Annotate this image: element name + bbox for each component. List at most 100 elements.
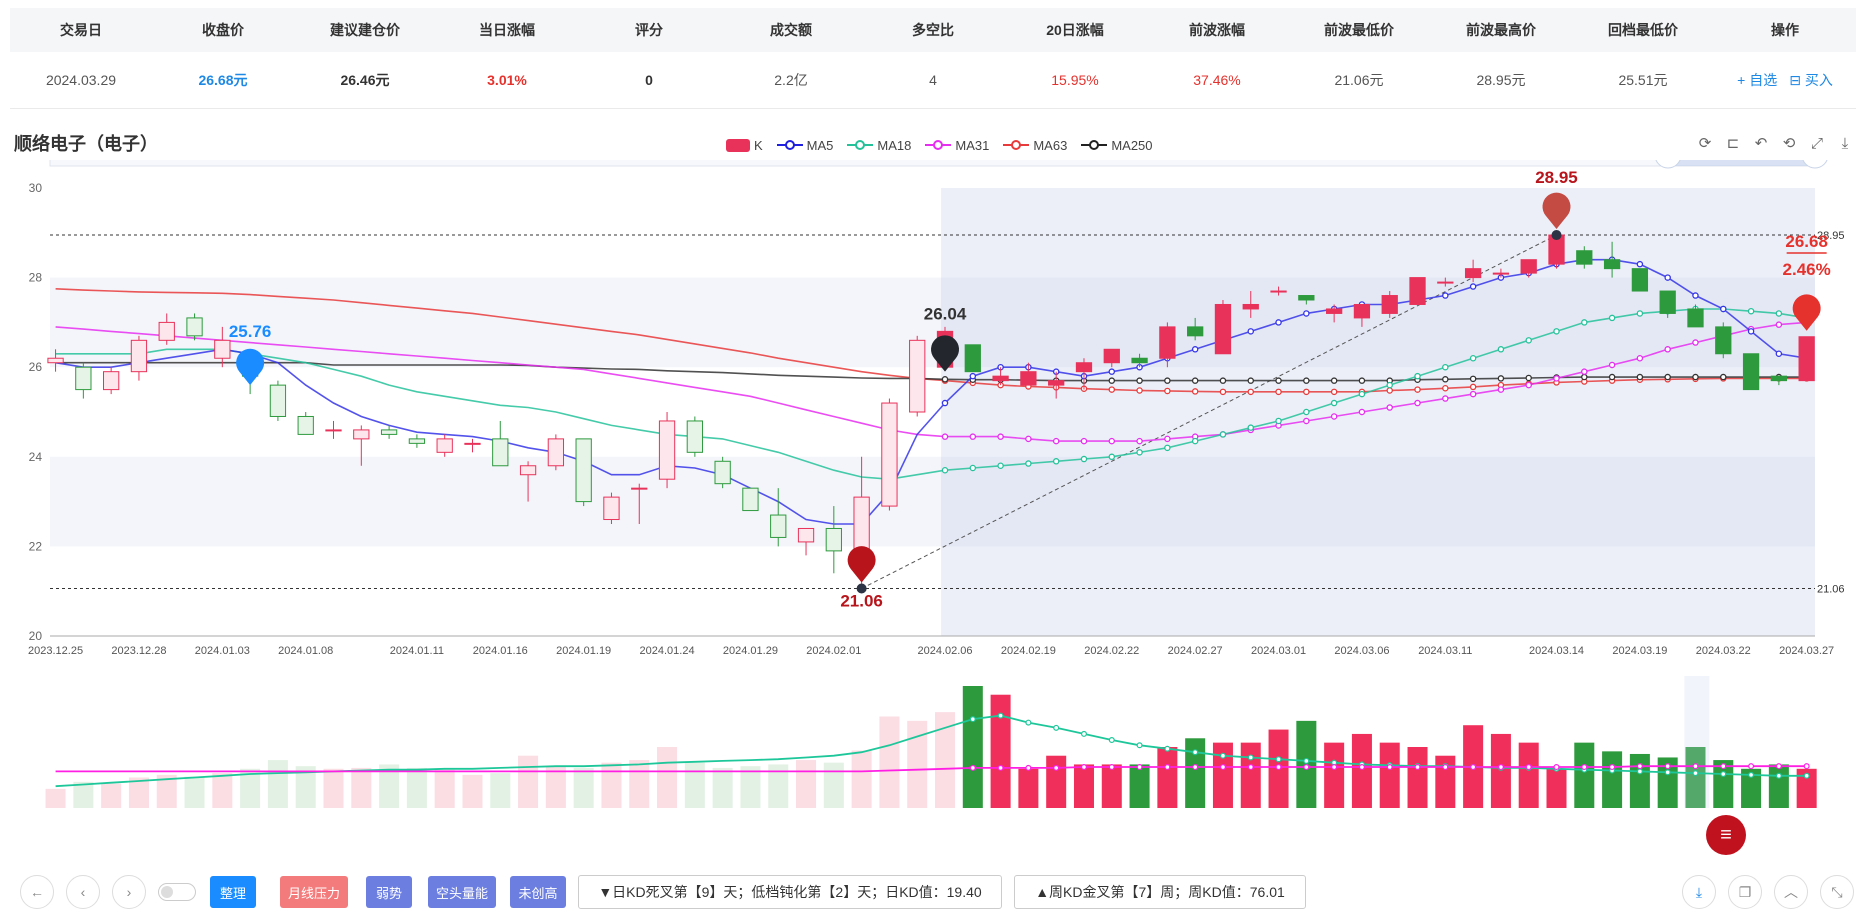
wave-start-pin xyxy=(931,335,960,372)
volume-bar xyxy=(879,716,900,808)
volume-bar xyxy=(128,777,149,808)
volume-ma-magenta-point xyxy=(1358,764,1365,771)
ma250-line-point xyxy=(1303,377,1310,384)
x-tick-label: 2024.03.06 xyxy=(1334,645,1389,657)
candle-body xyxy=(214,339,231,359)
ma63-line-point xyxy=(1191,388,1199,395)
tag-consolidation[interactable]: 整理 xyxy=(210,876,256,908)
wave-high-pin xyxy=(1542,192,1571,230)
tag-bear-volume[interactable]: 空头量能 xyxy=(428,876,496,908)
candle-body xyxy=(825,527,842,552)
back-button[interactable]: ← xyxy=(20,875,54,909)
refresh-icon[interactable]: ⟳ xyxy=(1698,135,1712,152)
fullscreen-icon[interactable]: ⤢ xyxy=(1810,134,1823,152)
summary-table: 交易日 收盘价 建议建仓价 当日涨幅 评分 成交额 多空比 20日涨幅 前波涨幅… xyxy=(10,8,1856,109)
legend-ma250[interactable]: MA250 xyxy=(1081,136,1153,154)
download-button[interactable]: ⤓ xyxy=(1682,875,1716,909)
candle-body xyxy=(269,384,287,417)
menu-fab-button[interactable]: ≡ xyxy=(1706,815,1746,855)
volume-bar xyxy=(1185,738,1206,808)
volume-ma-magenta-point xyxy=(1692,763,1699,770)
x-tick-label: 2024.02.22 xyxy=(1084,645,1139,657)
legend-ma18[interactable]: MA18 xyxy=(847,136,911,154)
ma250-line-point xyxy=(1636,373,1644,381)
legend-ma31[interactable]: MA31 xyxy=(925,136,989,154)
volume-ma-magenta-point xyxy=(1553,764,1560,771)
ma250-line-point xyxy=(1581,373,1588,381)
volume-ma-magenta-point xyxy=(1664,763,1671,770)
menu-icon: ≡ xyxy=(1720,823,1732,846)
copy-button[interactable]: ❐ xyxy=(1728,875,1762,909)
markers: 25.76 21.06 26.04 28.95 26.68 2.46% xyxy=(229,168,1831,610)
candle-body xyxy=(408,438,426,444)
volume-ma-green-point xyxy=(1748,771,1755,778)
candle-body xyxy=(1798,336,1815,382)
ma5-line-point xyxy=(1664,274,1671,281)
weekly-kd-info: ▲周KD金叉第【7】周；周KD值：76.01 xyxy=(1014,875,1306,909)
volume-ma-magenta-point xyxy=(1414,764,1421,771)
cell-day-change: 3.01% xyxy=(487,72,527,88)
ma5-line-point xyxy=(1469,283,1477,290)
fullscreen-button[interactable]: ⤡ xyxy=(1820,875,1854,909)
copy-icon: ❐ xyxy=(1738,883,1752,900)
ma31-line-point xyxy=(1052,437,1060,445)
legend-ma5[interactable]: MA5 xyxy=(776,136,833,154)
crop-icon[interactable]: ⊏ xyxy=(1726,135,1740,152)
candle-body xyxy=(1353,303,1371,319)
header-suggest-price: 建议建仓价 xyxy=(330,22,400,38)
table-row: 2024.03.29 26.68元 26.46元 3.01% 0 2.2亿 4 … xyxy=(10,52,1856,109)
header-prev-wave-change: 前波涨幅 xyxy=(1189,22,1245,38)
ma18-line-point xyxy=(969,464,977,472)
prev-button[interactable]: ‹ xyxy=(66,875,100,909)
ma31-line-point xyxy=(1636,354,1644,362)
y-tick-label: 26 xyxy=(29,360,43,374)
add-watchlist-link[interactable]: + 自选 xyxy=(1737,72,1778,88)
candle-body xyxy=(1381,295,1398,314)
candle-body xyxy=(658,420,676,480)
volume-bar xyxy=(295,766,316,808)
restore-icon[interactable]: ⟲ xyxy=(1782,135,1796,152)
ma250-line-point xyxy=(1692,373,1699,381)
buy-link[interactable]: ⊟ 买入 xyxy=(1789,70,1833,90)
tag-no-new-high[interactable]: 未创高 xyxy=(510,876,566,908)
ma63-line-point xyxy=(1330,388,1338,396)
y-tick-label: 28 xyxy=(29,271,43,285)
ma18-line-point xyxy=(997,462,1004,470)
legend-ma63[interactable]: MA63 xyxy=(1003,136,1067,154)
ma18-line-point xyxy=(1747,307,1755,315)
header-score: 评分 xyxy=(635,22,663,38)
download-icon[interactable]: ⤓ xyxy=(1841,134,1849,152)
ma250-line-point xyxy=(1608,373,1616,381)
volume-bar xyxy=(573,767,594,808)
next-button[interactable]: › xyxy=(112,875,146,909)
ma250-line-point xyxy=(1497,375,1505,382)
scroll-top-button[interactable]: ︿ xyxy=(1774,875,1808,909)
ma31-line-point xyxy=(1136,437,1143,445)
volume-bar xyxy=(1796,768,1817,808)
ma18-line-point xyxy=(1442,363,1449,371)
download-icon: ⤓ xyxy=(1695,883,1703,900)
candle-body xyxy=(1214,303,1232,355)
toggle-switch[interactable] xyxy=(158,883,196,901)
volume-ma-magenta-point xyxy=(1247,764,1254,771)
chart-background xyxy=(49,160,1828,636)
tag-weak[interactable]: 弱势 xyxy=(366,876,412,908)
volume-bar xyxy=(545,766,566,808)
x-tick-label: 2024.01.29 xyxy=(723,645,778,657)
undo-zoom-icon[interactable]: ↶ xyxy=(1754,135,1768,152)
kline-chart[interactable]: 30 28 26 24 22 20 2023.12.25 2023.12.28 2024.01.… xyxy=(0,160,1866,820)
ma250-line-point xyxy=(1108,377,1116,384)
cell-ops: + 自选 ⊟ 买入 xyxy=(1714,52,1856,108)
volume-ma-green-point xyxy=(1053,724,1060,731)
candle-body xyxy=(1159,326,1176,359)
ma63-line-point xyxy=(1247,388,1255,396)
ma5-line-point xyxy=(1442,292,1449,299)
ma18-line-point xyxy=(1191,437,1199,445)
ma63-line-point xyxy=(1219,388,1227,396)
legend-k[interactable]: K xyxy=(726,136,763,154)
tag-monthly-pressure[interactable]: 月线压力 xyxy=(280,876,348,908)
candle-body xyxy=(1048,380,1065,386)
candle-body xyxy=(1242,303,1259,310)
y-tick-label: 30 xyxy=(29,181,43,195)
ma31-line-point xyxy=(1469,390,1477,398)
